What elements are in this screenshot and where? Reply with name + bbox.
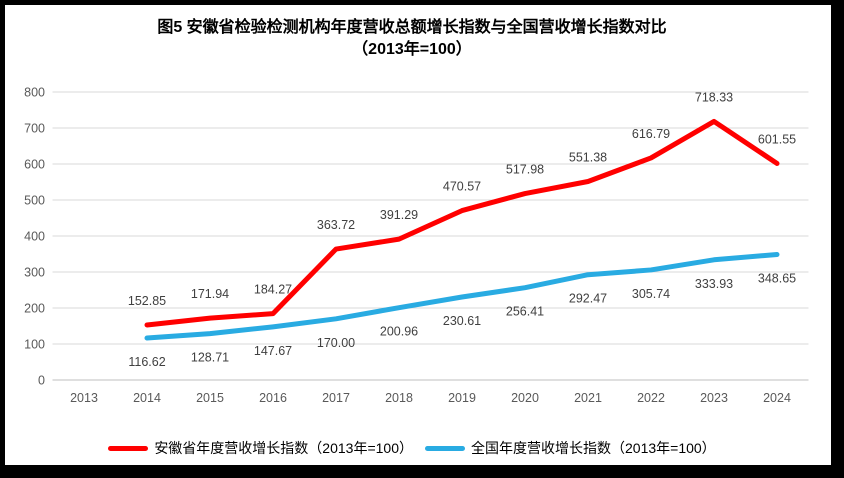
- y-tick-label: 400: [24, 230, 45, 244]
- legend-item: 安徽省年度营收增长指数（2013年=100）: [108, 438, 413, 458]
- data-label: 348.65: [758, 271, 796, 285]
- data-label: 363.72: [317, 218, 355, 232]
- legend-label: 安徽省年度营收增长指数（2013年=100）: [154, 440, 413, 456]
- legend-line-swatch: [425, 445, 465, 451]
- x-tick-label: 2020: [511, 391, 539, 405]
- y-tick-label: 100: [24, 338, 45, 352]
- legend-item: 全国年度营收增长指数（2013年=100）: [425, 438, 716, 458]
- data-label: 616.79: [632, 127, 670, 141]
- series-line: [144, 251, 780, 341]
- data-label: 391.29: [380, 208, 418, 222]
- x-tick-label: 2017: [322, 391, 350, 405]
- series-line: [144, 118, 780, 328]
- x-tick-label: 2024: [763, 391, 791, 405]
- y-tick-label: 700: [24, 122, 45, 136]
- data-label: 517.98: [506, 163, 544, 177]
- x-tick-label: 2015: [196, 391, 224, 405]
- data-label: 333.93: [695, 277, 733, 291]
- legend: 安徽省年度营收增长指数（2013年=100） 全国年度营收增长指数（2013年=1…: [0, 436, 824, 460]
- x-tick-label: 2014: [133, 391, 161, 405]
- data-label: 200.96: [380, 325, 418, 339]
- data-label: 718.33: [695, 90, 733, 104]
- legend-label: 全国年度营收增长指数（2013年=100）: [471, 440, 716, 456]
- x-tick-label: 2018: [385, 391, 413, 405]
- chart-title-line1: 图5 安徽省检验检测机构年度营收总额增长指数与全国营收增长指数对比: [157, 19, 667, 36]
- data-label: 256.41: [506, 305, 544, 319]
- x-tick-label: 2023: [700, 391, 728, 405]
- x-tick-label: 2021: [574, 391, 602, 405]
- y-tick-label: 500: [24, 194, 45, 208]
- data-label: 147.67: [254, 344, 292, 358]
- data-label: 152.85: [128, 294, 166, 308]
- x-tick-label: 2016: [259, 391, 287, 405]
- y-tick-label: 800: [24, 86, 45, 100]
- chart-title: 图5 安徽省检验检测机构年度营收总额增长指数与全国营收增长指数对比 （2013年…: [0, 17, 824, 61]
- data-label: 171.94: [191, 287, 229, 301]
- x-tick-label: 2022: [637, 391, 665, 405]
- data-label: 128.71: [191, 351, 229, 365]
- x-tick-label: 2013: [70, 391, 98, 405]
- x-tick-label: 2019: [448, 391, 476, 405]
- chart-title-line2: （2013年=100）: [352, 41, 472, 58]
- data-label: 470.57: [443, 180, 481, 194]
- data-label: 170.00: [317, 336, 355, 350]
- y-tick-label: 600: [24, 158, 45, 172]
- data-label: 292.47: [569, 292, 607, 306]
- y-tick-label: 200: [24, 302, 45, 316]
- y-tick-label: 0: [38, 374, 45, 388]
- y-tick-label: 300: [24, 266, 45, 280]
- data-label: 116.62: [128, 355, 165, 369]
- data-label: 230.61: [443, 314, 481, 328]
- data-label: 551.38: [569, 151, 607, 165]
- legend-line-swatch: [108, 445, 149, 451]
- data-label: 305.74: [632, 287, 670, 301]
- data-label: 184.27: [254, 283, 292, 297]
- data-label: 601.55: [758, 132, 796, 146]
